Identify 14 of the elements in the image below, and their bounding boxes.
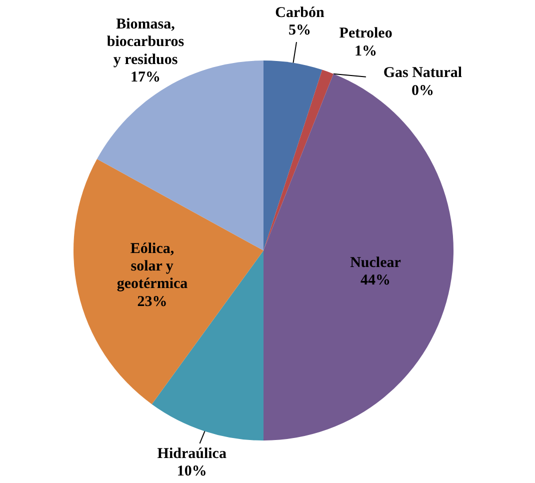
slice-label: Biomasa, biocarburos y residuos: [106, 16, 184, 68]
text: 0%: [411, 82, 434, 99]
data-label: 17%: [130, 69, 161, 86]
slice-label: Nuclear: [350, 255, 402, 272]
slice-label: Petroleo: [339, 26, 392, 42]
slice-label: Eólica, solar y geotérmica: [116, 240, 188, 292]
data-label: 1%: [354, 43, 378, 60]
data-label: 44%: [360, 272, 390, 289]
data-label: 10%: [176, 464, 207, 480]
data-label: 23%: [137, 294, 168, 310]
slice-label: Carbón: [275, 4, 326, 21]
data-label: 5%: [288, 22, 312, 38]
slice-label: Hidraúlica: [157, 446, 227, 462]
category-label: Gas Natural: [383, 65, 462, 82]
